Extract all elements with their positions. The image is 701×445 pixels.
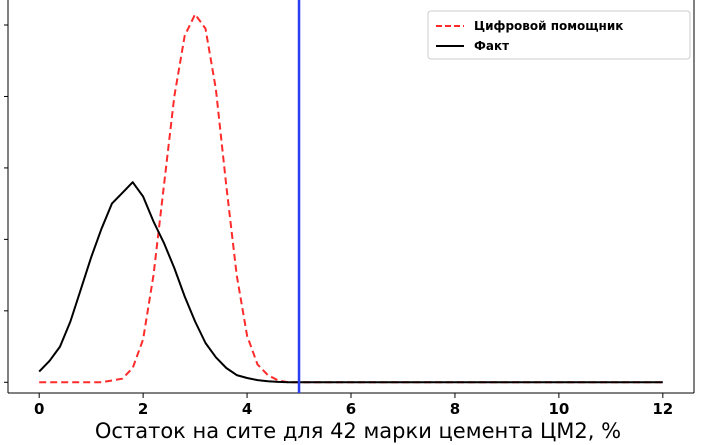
plot-area	[7, 0, 695, 394]
x-tick-label: 8	[450, 400, 460, 418]
legend-label: Цифровой помощник	[474, 19, 623, 33]
legend: Цифровой помощник Факт	[427, 10, 691, 60]
series-line-fact	[38, 181, 663, 384]
legend-label: Факт	[474, 39, 509, 53]
tick-group: 0 2 4 6 8 10 12	[4, 24, 673, 418]
x-axis-label: Остаток на сите для 42 марки цемента ЦМ2…	[95, 419, 621, 443]
x-tick-label: 2	[138, 400, 148, 418]
x-tick-label: 4	[242, 400, 252, 418]
x-tick-label: 6	[346, 400, 356, 418]
legend-box	[427, 10, 691, 60]
x-tick-label: 12	[652, 400, 673, 418]
x-tick-label: 10	[548, 400, 569, 418]
series-line-digital-assistant	[39, 13, 663, 384]
x-tick-label: 0	[34, 400, 44, 418]
